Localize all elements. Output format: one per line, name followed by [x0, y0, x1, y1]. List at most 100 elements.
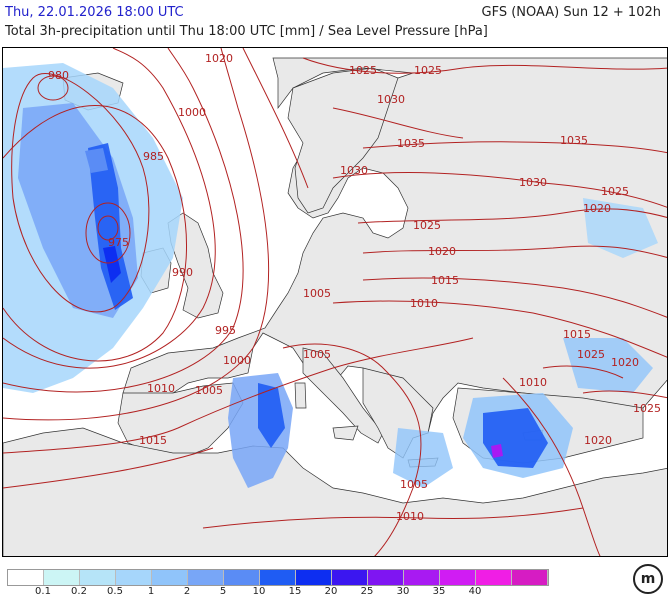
- isobar-995: [3, 48, 216, 369]
- legend-swatch: [44, 570, 80, 585]
- isobar-1020-east: [502, 377, 601, 556]
- isobar-1030-a: [332, 107, 464, 139]
- isobar-label: 1015: [563, 328, 591, 341]
- legend-swatch: [152, 570, 188, 585]
- isobar-975: [85, 202, 131, 264]
- isobar-1025-mid: [357, 208, 667, 224]
- legend-swatch: [8, 570, 44, 585]
- isobar-970: [97, 215, 119, 241]
- isobar-1035: [362, 141, 667, 154]
- isobar-label: 990: [172, 266, 193, 279]
- isobar-label: 1020: [205, 52, 233, 65]
- isobar-labels: 980 1020 1025 1025 1030 1000 1035 985 10…: [48, 52, 661, 523]
- legend-swatch: [476, 570, 512, 585]
- isobar-990: [3, 105, 187, 362]
- precip-low-heavy: [103, 246, 121, 283]
- isobar-label: 1020: [611, 356, 639, 369]
- legend-tick-label: 30: [396, 586, 410, 597]
- legend-tick-label: 2: [183, 586, 191, 597]
- isobar-1010: [3, 337, 474, 454]
- legend-tick-label: 0.2: [71, 586, 87, 597]
- map-canvas: 980 1020 1025 1025 1030 1000 1035 985 10…: [3, 48, 667, 556]
- sardinia: [294, 382, 307, 409]
- isobar-label: 1005: [195, 384, 223, 397]
- isobar-layer: [3, 48, 667, 556]
- legend-swatch: [80, 570, 116, 585]
- precip-caucasus: [563, 338, 653, 393]
- isobar-1020-mid: [362, 245, 667, 258]
- isobar-1020-north: [242, 48, 309, 189]
- isobar-label: 1030: [340, 164, 368, 177]
- isobar-980: [37, 75, 69, 101]
- precipitation-layer: [3, 63, 658, 488]
- legend-swatch: [188, 570, 224, 585]
- legend-tick-label: 0.5: [107, 586, 123, 597]
- isobar-label: 980: [48, 69, 69, 82]
- legend-tick-label: 0.1: [35, 586, 51, 597]
- isobar-label: 1005: [303, 287, 331, 300]
- iberia: [117, 382, 244, 459]
- isobar-1025-east: [582, 390, 667, 399]
- isobar-label: 1020: [583, 202, 611, 215]
- precip-north-cell: [85, 148, 108, 173]
- isobar-label: 1030: [519, 176, 547, 189]
- isobar-label: 985: [143, 150, 164, 163]
- legend-tick-label: 25: [360, 586, 374, 597]
- isobar-1005-south: [282, 343, 422, 556]
- isobar-label: 1030: [377, 93, 405, 106]
- isobar-1015-east: [542, 365, 624, 379]
- legend-tick-label: 5: [219, 586, 227, 597]
- isobar-985: [11, 73, 150, 313]
- legend-swatch: [512, 570, 548, 585]
- isobar-label: 1010: [147, 382, 175, 395]
- legend-swatch: [404, 570, 440, 585]
- isobar-1005: [3, 48, 270, 421]
- isobar-label: 1035: [397, 137, 425, 150]
- isobar-label: 1020: [428, 245, 456, 258]
- legend-tick-label: 1: [147, 586, 155, 597]
- isobar-label: 1005: [400, 478, 428, 491]
- legend-swatch: [368, 570, 404, 585]
- isobar-label: 1015: [431, 274, 459, 287]
- legend-tick-label: 20: [324, 586, 338, 597]
- isobar-label: 1025: [349, 64, 377, 77]
- legend-tick-label: 35: [432, 586, 446, 597]
- isobar-1030-b: [332, 172, 667, 208]
- legend-swatch: [224, 570, 260, 585]
- isobar-label: 1000: [223, 354, 251, 367]
- isobar-label: 1035: [560, 134, 588, 147]
- meteologix-logo-icon[interactable]: m: [633, 564, 663, 594]
- precip-aegean: [393, 428, 453, 488]
- isobar-1015-west: [3, 447, 214, 489]
- isobar-label: 1025: [577, 348, 605, 361]
- isobar-1025-north: [302, 57, 667, 74]
- precipitation-legend: [7, 569, 549, 586]
- isobar-label: 1000: [178, 106, 206, 119]
- precip-tyrrhenian-core: [258, 383, 285, 448]
- valid-time-label: Thu, 22.01.2026 18:00 UTC: [5, 5, 184, 20]
- isobar-label: 1010: [519, 376, 547, 389]
- isobar-label: 1025: [413, 219, 441, 232]
- isobar-1015-mid: [362, 277, 667, 318]
- sicily: [332, 425, 359, 441]
- isobar-label: 1025: [633, 402, 661, 415]
- legend-tick-label: 40: [468, 586, 482, 597]
- legend-tick-label: 15: [288, 586, 302, 597]
- north-africa: [3, 427, 667, 556]
- precip-levant-max: [491, 444, 503, 458]
- isobar-1000: [3, 48, 244, 393]
- isobar-label: 975: [108, 236, 129, 249]
- isobar-label: 1015: [139, 434, 167, 447]
- isobar-label: 1020: [584, 434, 612, 447]
- precip-russia: [583, 198, 658, 258]
- legend-tick-label: 10: [252, 586, 266, 597]
- isobar-1010-mid: [332, 300, 667, 358]
- model-run-label: GFS (NOAA) Sun 12 + 102h: [481, 5, 661, 20]
- isobar-label: 995: [215, 324, 236, 337]
- legend-swatch: [260, 570, 296, 585]
- legend-swatch: [332, 570, 368, 585]
- precip-low-core: [88, 143, 133, 310]
- isobar-1010-south: [202, 507, 584, 529]
- forecast-map[interactable]: 980 1020 1025 1025 1030 1000 1035 985 10…: [2, 47, 668, 557]
- isobar-label: 1010: [410, 297, 438, 310]
